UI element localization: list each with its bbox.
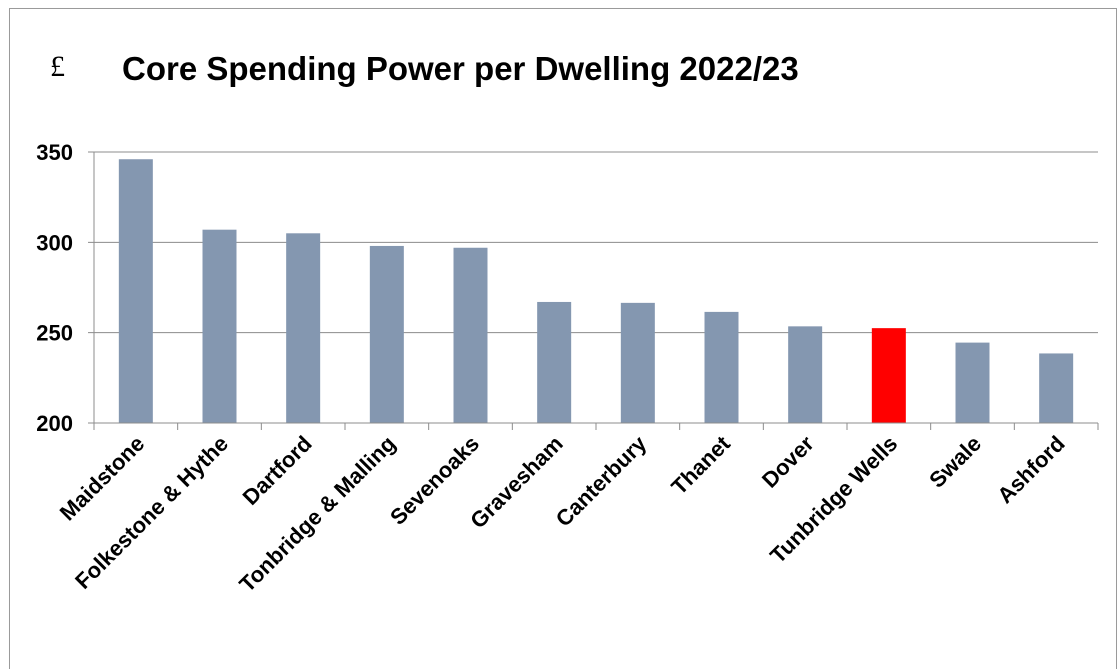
x-category-label: Ashford	[992, 431, 1069, 508]
x-category-label: Folkestone & Hythe	[70, 431, 233, 594]
y-tick-label: 250	[36, 321, 73, 346]
chart-title: Core Spending Power per Dwelling 2022/23	[122, 50, 799, 87]
bar	[788, 326, 823, 423]
bar	[620, 302, 655, 423]
bar	[955, 342, 990, 423]
unit-label: £	[50, 50, 65, 83]
x-category-label: Dartford	[238, 431, 317, 510]
bar	[871, 328, 906, 423]
bar	[118, 159, 153, 423]
x-category-label: Dover	[757, 431, 819, 493]
y-tick-label: 350	[36, 140, 73, 165]
x-category-label: Swale	[924, 431, 986, 493]
bar	[202, 229, 237, 423]
x-category-label: Thanet	[666, 430, 735, 499]
y-tick-label: 200	[36, 411, 73, 436]
bar	[1039, 353, 1074, 423]
bar	[537, 301, 572, 423]
y-tick-label: 300	[36, 230, 73, 255]
bar	[704, 311, 739, 423]
bar	[286, 233, 321, 423]
bar	[369, 245, 404, 423]
bar	[453, 247, 488, 423]
x-category-label: Tonbridge & Malling	[234, 431, 400, 597]
x-category-label: Canterbury	[551, 430, 652, 531]
